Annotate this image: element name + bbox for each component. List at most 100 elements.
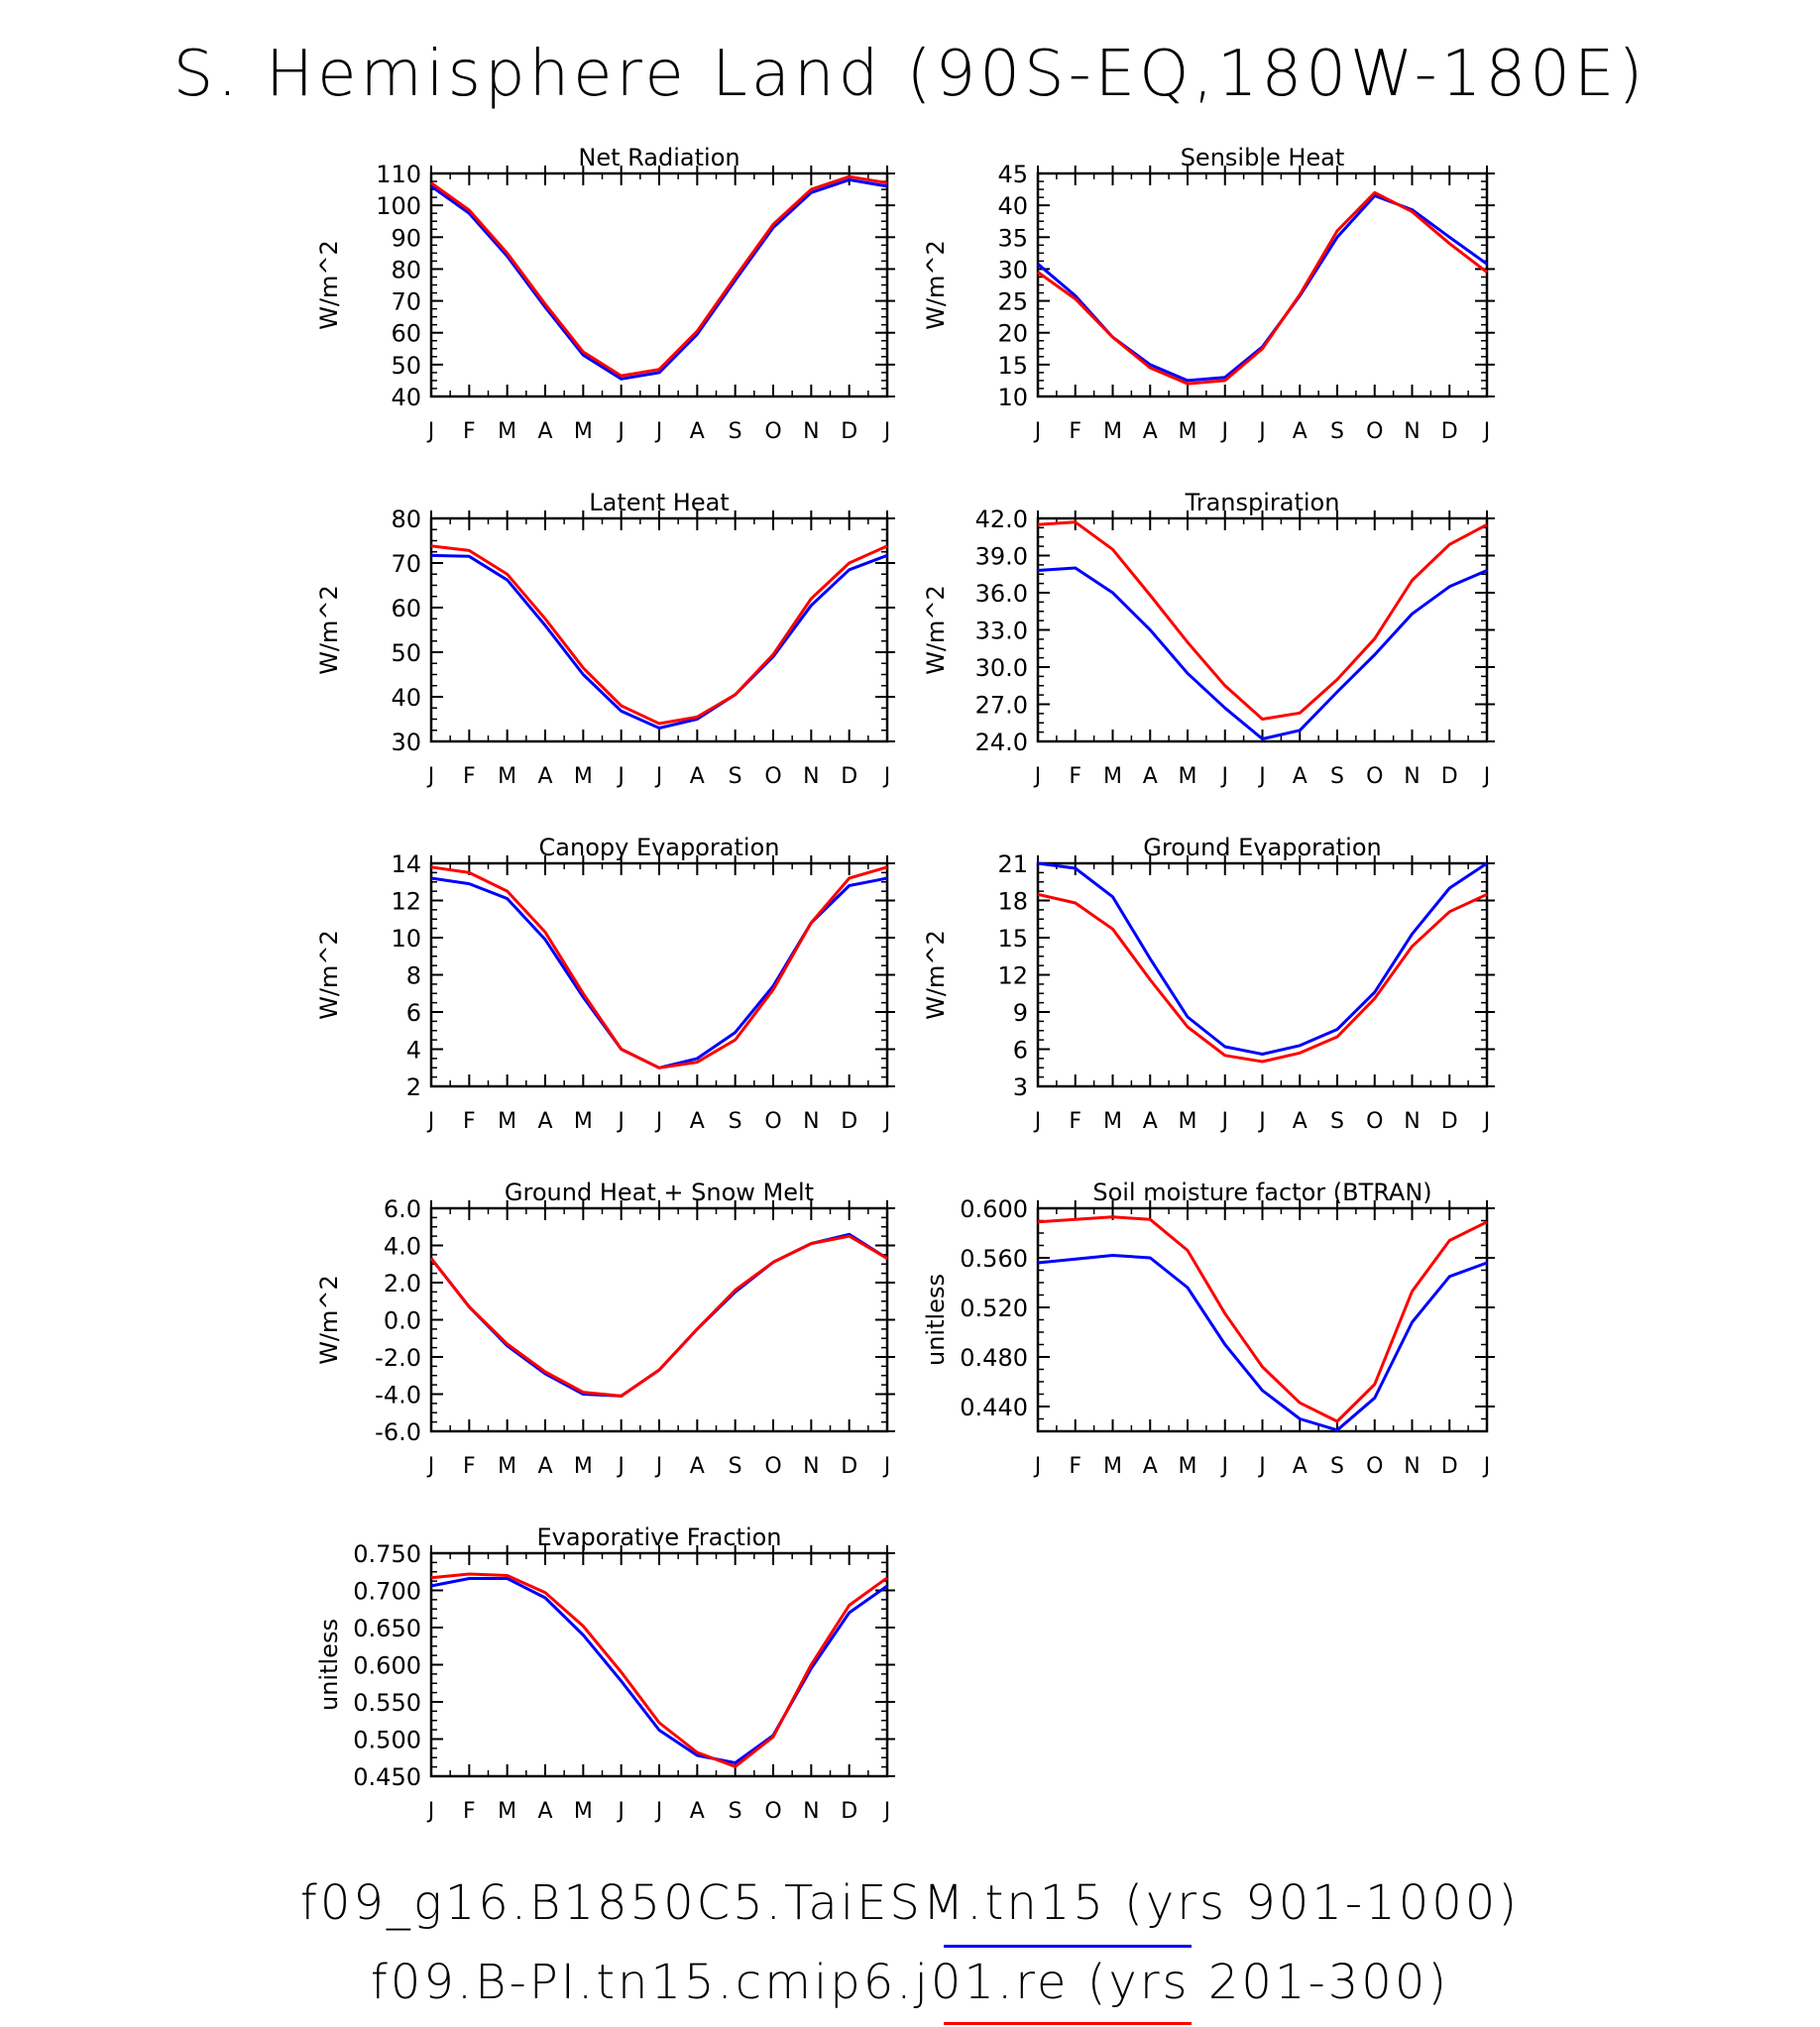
series-line-2 xyxy=(1037,520,1488,721)
y-tick-label: 4 xyxy=(406,1037,421,1065)
y-tick-label: 0.650 xyxy=(353,1615,421,1642)
y-tick-label: 35 xyxy=(997,224,1028,252)
x-tick-label: A xyxy=(1143,1109,1158,1134)
y-tick-label: 0.0 xyxy=(384,1307,421,1335)
legend-swatch-series-b xyxy=(944,2022,1192,2025)
y-tick-label: 25 xyxy=(997,288,1028,316)
x-tick-label: F xyxy=(463,1109,476,1134)
y-tick-label: 12 xyxy=(391,888,421,916)
x-tick-label: J xyxy=(654,1109,663,1134)
y-axis-label: W/m^2 xyxy=(315,585,343,675)
x-tick-label: A xyxy=(1293,419,1308,444)
y-tick-label: 15 xyxy=(997,925,1028,953)
y-tick-label: 12 xyxy=(997,962,1028,990)
series-line-2 xyxy=(429,1234,888,1398)
x-tick-label: J xyxy=(882,1109,891,1134)
x-tick-label: N xyxy=(1404,1454,1420,1479)
y-tick-label: 0.450 xyxy=(353,1763,421,1791)
y-tick-label: 8 xyxy=(406,962,421,990)
x-tick-label: D xyxy=(841,1799,857,1824)
series-line-2 xyxy=(430,865,888,1070)
y-axis-label: W/m^2 xyxy=(315,930,343,1020)
x-tick-label: J xyxy=(1033,1454,1042,1479)
x-tick-label: N xyxy=(803,1454,819,1479)
x-tick-label: S xyxy=(1330,764,1344,789)
y-axis-label: W/m^2 xyxy=(922,240,950,330)
x-tick-label: A xyxy=(1143,419,1158,444)
x-tick-label: M xyxy=(1103,764,1122,789)
y-tick-label: 50 xyxy=(391,352,421,380)
x-tick-label: J xyxy=(654,1454,663,1479)
x-tick-label: M xyxy=(1179,419,1197,444)
x-tick-label: N xyxy=(803,1799,819,1824)
chart-title: Latent Heat xyxy=(589,489,729,516)
y-tick-label: 30 xyxy=(997,256,1028,283)
plot-frame xyxy=(429,1551,889,1778)
x-tick-label: M xyxy=(574,1799,593,1824)
x-tick-label: J xyxy=(1257,1454,1266,1479)
chart-title: Net Radiation xyxy=(578,144,739,171)
y-tick-label: 40 xyxy=(997,192,1028,220)
x-tick-label: M xyxy=(498,1799,516,1824)
x-tick-label: M xyxy=(1103,1454,1122,1479)
plot-frame xyxy=(1036,171,1489,398)
x-tick-label: J xyxy=(882,1454,891,1479)
x-tick-label: M xyxy=(498,764,516,789)
y-axis-label: unitless xyxy=(922,1274,950,1366)
x-tick-label: S xyxy=(729,764,742,789)
x-tick-label: J xyxy=(1033,764,1042,789)
y-tick-label: 0.500 xyxy=(353,1727,421,1754)
x-tick-label: N xyxy=(803,1109,819,1134)
y-tick-label: -2.0 xyxy=(375,1344,421,1372)
x-tick-label: J xyxy=(426,1799,435,1824)
plot-frame xyxy=(1036,1206,1489,1433)
y-tick-label: 90 xyxy=(391,224,421,252)
chart-title: Soil moisture factor (BTRAN) xyxy=(1092,1179,1431,1206)
y-tick-label: 10 xyxy=(391,925,421,953)
x-tick-label: N xyxy=(803,419,819,444)
x-tick-label: S xyxy=(729,1109,742,1134)
x-tick-label: O xyxy=(1366,764,1383,789)
plot-frame xyxy=(429,516,889,743)
x-tick-label: A xyxy=(690,419,705,444)
y-tick-label: 0.600 xyxy=(960,1195,1028,1223)
y-tick-label: 36.0 xyxy=(975,580,1028,608)
y-tick-label: 110 xyxy=(376,161,421,188)
x-tick-label: A xyxy=(690,764,705,789)
series-line-1 xyxy=(1037,566,1488,740)
x-tick-label: J xyxy=(1482,1109,1491,1134)
y-tick-label: 6.0 xyxy=(384,1195,421,1223)
y-tick-label: 0.560 xyxy=(960,1245,1028,1273)
y-tick-label: 15 xyxy=(997,352,1028,380)
x-tick-label: N xyxy=(1404,1109,1420,1134)
x-tick-label: J xyxy=(654,764,663,789)
x-tick-label: A xyxy=(537,419,552,444)
series-line-2 xyxy=(430,174,888,378)
y-tick-label: 0.750 xyxy=(353,1540,421,1568)
x-tick-label: M xyxy=(1179,764,1197,789)
x-tick-label: F xyxy=(463,764,476,789)
x-tick-label: J xyxy=(654,1799,663,1824)
y-tick-label: 0.700 xyxy=(353,1578,421,1606)
y-tick-label: 20 xyxy=(997,320,1028,348)
x-tick-label: M xyxy=(1103,419,1122,444)
x-tick-label: A xyxy=(690,1109,705,1134)
x-tick-label: J xyxy=(654,419,663,444)
x-tick-label: F xyxy=(463,1799,476,1824)
x-tick-label: J xyxy=(426,1109,435,1134)
x-tick-label: S xyxy=(1330,1454,1344,1479)
x-tick-label: D xyxy=(1441,419,1458,444)
y-tick-label: 39.0 xyxy=(975,543,1028,571)
x-tick-label: O xyxy=(1366,1109,1383,1134)
chart-title: Ground Evaporation xyxy=(1143,834,1381,861)
series-line-1 xyxy=(430,177,888,381)
x-tick-label: D xyxy=(841,1109,857,1134)
x-tick-label: D xyxy=(841,1454,857,1479)
x-tick-label: M xyxy=(574,419,593,444)
x-tick-label: J xyxy=(616,764,625,789)
y-tick-label: 2 xyxy=(406,1073,421,1101)
